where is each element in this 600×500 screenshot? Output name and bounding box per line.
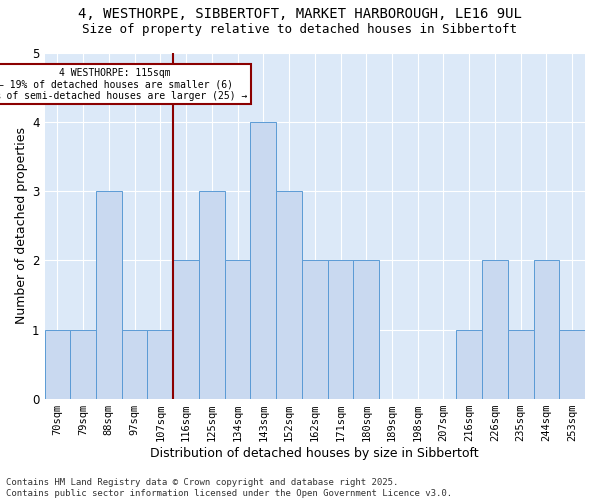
- Text: 4 WESTHORPE: 115sqm
← 19% of detached houses are smaller (6)
81% of semi-detache: 4 WESTHORPE: 115sqm ← 19% of detached ho…: [0, 68, 247, 101]
- Text: 4, WESTHORPE, SIBBERTOFT, MARKET HARBOROUGH, LE16 9UL: 4, WESTHORPE, SIBBERTOFT, MARKET HARBORO…: [78, 8, 522, 22]
- Bar: [44, 330, 70, 399]
- Bar: [302, 260, 328, 399]
- Bar: [508, 330, 533, 399]
- Bar: [482, 260, 508, 399]
- Text: Size of property relative to detached houses in Sibbertoft: Size of property relative to detached ho…: [83, 22, 517, 36]
- Bar: [328, 260, 353, 399]
- Bar: [250, 122, 276, 399]
- Bar: [70, 330, 96, 399]
- Bar: [224, 260, 250, 399]
- Bar: [148, 330, 173, 399]
- X-axis label: Distribution of detached houses by size in Sibbertoft: Distribution of detached houses by size …: [151, 447, 479, 460]
- Y-axis label: Number of detached properties: Number of detached properties: [15, 128, 28, 324]
- Bar: [457, 330, 482, 399]
- Text: Contains HM Land Registry data © Crown copyright and database right 2025.
Contai: Contains HM Land Registry data © Crown c…: [6, 478, 452, 498]
- Bar: [276, 191, 302, 399]
- Bar: [96, 191, 122, 399]
- Bar: [122, 330, 148, 399]
- Bar: [533, 260, 559, 399]
- Bar: [199, 191, 224, 399]
- Bar: [559, 330, 585, 399]
- Bar: [353, 260, 379, 399]
- Bar: [173, 260, 199, 399]
